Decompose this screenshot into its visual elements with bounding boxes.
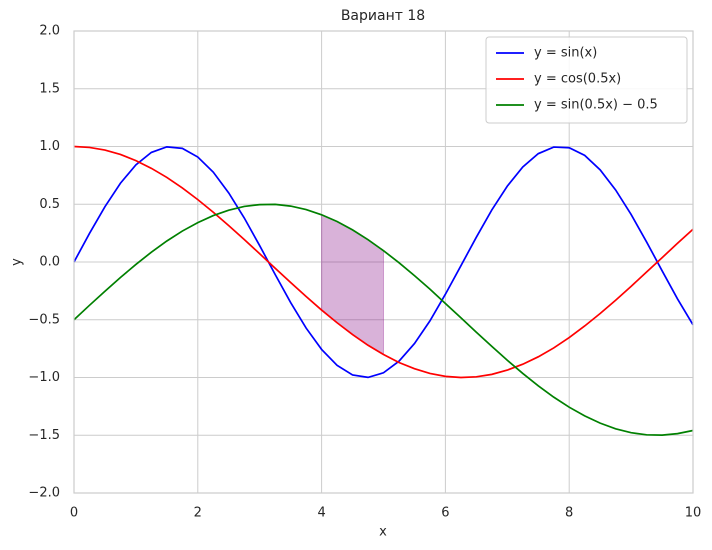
y-tick-label: −2.0 [28, 486, 60, 501]
y-tick-label: −1.5 [28, 428, 60, 443]
y-tick-label: 0.5 [39, 197, 60, 212]
line [73, 145, 694, 379]
x-axis-label: x [379, 525, 387, 540]
y-tick-label: −0.5 [28, 312, 60, 327]
y-tick-label: 0.0 [39, 255, 60, 270]
legend: y = sin(x) y = cos(0.5x) y = sin(0.5x) − 0… [485, 36, 688, 124]
x-tick-label: 6 [441, 506, 449, 521]
x-tick-label: 10 [685, 506, 702, 521]
y-tick-label: −1.0 [28, 370, 60, 385]
y-tick-label: 1.5 [39, 81, 60, 96]
legend-label: y = cos(0.5x) [534, 72, 621, 87]
y-tick-label: 2.0 [39, 24, 60, 39]
line [73, 203, 694, 436]
y-axis-label: y [10, 258, 25, 266]
plot-frame [73, 30, 694, 494]
chart-title: Вариант 18 [341, 8, 425, 24]
y-tick-label: 1.0 [39, 139, 60, 154]
legend-box [485, 36, 688, 124]
legend-label: y = sin(0.5x) − 0.5 [534, 98, 658, 113]
line [73, 145, 694, 379]
x-tick-label: 8 [565, 506, 573, 521]
x-tick-label: 2 [194, 506, 202, 521]
x-tick-label: 0 [70, 506, 78, 521]
x-tick-label: 4 [317, 506, 325, 521]
legend-label: y = sin(x) [534, 46, 597, 61]
